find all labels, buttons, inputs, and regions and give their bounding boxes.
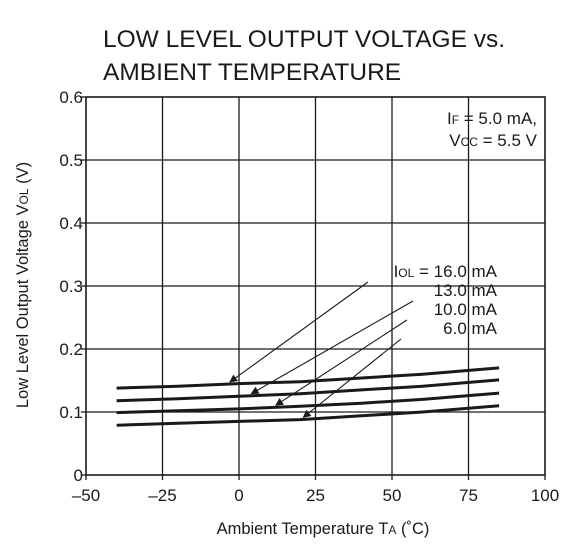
x-tick-label: –25 [148,486,176,505]
y-tick-label: 0.1 [59,403,83,422]
x-axis-label: Ambient Temperature TA (˚C) [217,520,430,538]
chart-title-line-1: LOW LEVEL OUTPUT VOLTAGE vs. [103,26,505,53]
series-arrow [229,281,369,383]
series-line [116,366,500,390]
x-tick-labels: –50 –25 0 25 50 75 100 [72,486,559,505]
series-line [116,391,500,415]
y-tick-label: 0.2 [59,340,83,359]
y-axis-label: Low Level Output Voltage VOL (V) [14,162,32,408]
x-tick-label: 25 [306,486,325,505]
chart-title-line-2: AMBIENT TEMPERATURE [103,59,401,86]
series-arrow [250,300,414,395]
series-arrow [275,319,408,406]
condition-line: VCC = 5.5 V [449,131,537,150]
series-line [116,378,500,403]
series-label: 13.0 mA [434,281,498,300]
y-tick-labels: 0 0.1 0.2 0.3 0.4 0.5 0.6 [59,88,83,485]
y-tick-label: 0.5 [59,151,83,170]
series-line [116,404,500,427]
series-label: 10.0 mA [434,300,498,319]
x-tick-label: 100 [531,486,559,505]
x-tick-label: 50 [383,486,402,505]
series-lines [116,366,500,427]
axes [81,96,546,480]
series-label: 6.0 mA [443,319,498,338]
series-label: IOL = 16.0 mA [394,262,498,281]
y-tick-label: 0.3 [59,277,83,296]
conditions-annotation: IF = 5.0 mA, VCC = 5.5 V [447,109,538,150]
y-tick-label: 0.6 [59,88,83,107]
series-arrows [229,281,414,418]
y-tick-label: 0.4 [59,214,83,233]
x-tick-label: 0 [234,486,243,505]
y-tick-label: 0 [74,466,83,485]
x-tick-label: –50 [72,486,100,505]
series-arrow [302,338,402,418]
condition-line: IF = 5.0 mA, [447,109,537,128]
x-tick-label: 75 [459,486,478,505]
